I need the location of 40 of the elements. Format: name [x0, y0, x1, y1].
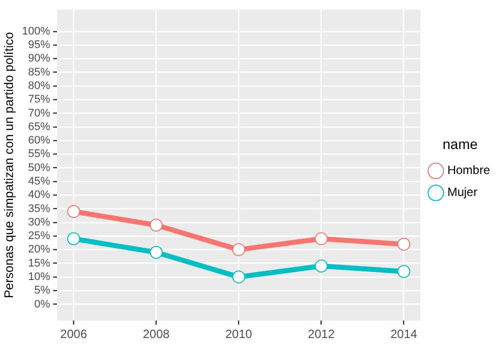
point: [314, 232, 328, 246]
y-tick-label: 15%: [28, 257, 50, 270]
legend-label: Hombre: [447, 163, 490, 178]
point: [150, 218, 163, 232]
point: [232, 270, 246, 284]
point: [397, 264, 410, 278]
y-tick-label: 30%: [28, 216, 50, 228]
x-tick-label: 2010: [225, 327, 252, 342]
point: [314, 260, 328, 273]
x-tick-label: 2006: [60, 327, 88, 342]
y-tick-label: 95%: [28, 39, 50, 52]
y-tick-label: 80%: [28, 80, 50, 92]
y-tick-label: 0%: [34, 298, 50, 310]
y-tick-label: 75%: [28, 94, 50, 106]
point: [67, 204, 80, 218]
legend-label: Mujer: [447, 185, 478, 200]
y-tick-label: 5%: [34, 284, 50, 297]
y-tick-label: 10%: [28, 270, 50, 283]
y-tick-label: 40%: [28, 189, 50, 202]
y-tick-label: 35%: [28, 202, 50, 215]
y-tick-label: 20%: [28, 244, 50, 256]
x-tick-label: 2012: [308, 327, 335, 342]
y-tick-label: 85%: [28, 66, 50, 78]
legend-title: name: [442, 136, 478, 152]
y-tick-label: 70%: [28, 107, 50, 120]
point: [232, 243, 246, 256]
point: [397, 238, 410, 251]
y-tick-label: 90%: [28, 52, 50, 65]
y-tick-label: 65%: [28, 120, 50, 133]
y-tick-label: 25%: [28, 230, 50, 242]
x-tick-label: 2008: [142, 327, 170, 342]
y-axis-title: Personas que simpatizan con un partido político: [2, 32, 16, 298]
y-tick-label: 100%: [22, 25, 50, 38]
y-tick-label: 50%: [28, 162, 50, 174]
point: [150, 246, 163, 259]
point: [67, 232, 80, 246]
y-tick-label: 45%: [28, 176, 50, 188]
y-tick-label: 55%: [28, 148, 50, 160]
y-tick-label: 60%: [28, 134, 50, 147]
x-tick-label: 2014: [390, 327, 418, 342]
